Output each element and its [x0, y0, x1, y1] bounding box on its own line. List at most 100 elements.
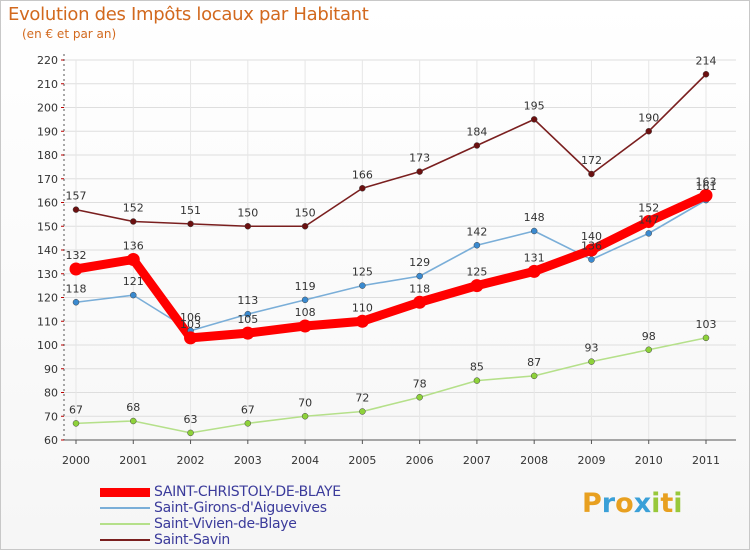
- point-saint-vivien-de-blaye: [244, 420, 252, 427]
- logo-letter: t: [660, 488, 674, 519]
- data-label-saint-girons-d-aiguevives: 142: [466, 225, 487, 238]
- proxiti-logo: Proxiti: [582, 488, 683, 519]
- point-saint-vivien-de-blaye: [645, 346, 652, 353]
- data-label-saint-christoly-de-blaye: 118: [409, 282, 430, 295]
- point-saint-savin: [416, 168, 423, 175]
- data-label-saint-vivien-de-blaye: 72: [355, 392, 369, 405]
- y-tick-label: 200: [37, 102, 58, 115]
- point-saint-vivien-de-blaye: [187, 429, 194, 437]
- legend-label: Saint-Savin: [154, 532, 230, 548]
- data-label-saint-girons-d-aiguevives: 161: [696, 180, 717, 193]
- x-tick-label: 2002: [177, 454, 205, 467]
- legend-label: SAINT-CHRISTOLY-DE-BLAYE: [154, 484, 341, 500]
- y-tick-label: 220: [37, 54, 58, 67]
- y-tick-label: 140: [37, 244, 58, 257]
- data-label-saint-vivien-de-blaye: 98: [642, 330, 656, 343]
- point-saint-girons-d-aiguevives: [72, 299, 80, 306]
- point-saint-girons-d-aiguevives: [645, 230, 652, 237]
- point-saint-savin: [359, 185, 366, 192]
- data-label-saint-savin: 173: [409, 152, 430, 165]
- data-label-saint-vivien-de-blaye: 68: [126, 401, 140, 414]
- data-label-saint-savin: 172: [581, 154, 602, 167]
- point-saint-savin: [72, 206, 80, 213]
- data-label-saint-girons-d-aiguevives: 125: [352, 266, 373, 279]
- x-tick-label: 2010: [635, 454, 663, 467]
- legend-swatch: [100, 507, 150, 509]
- data-label-saint-girons-d-aiguevives: 136: [581, 240, 602, 253]
- point-saint-christoly-de-blaye: [470, 279, 484, 293]
- data-label-saint-girons-d-aiguevives: 129: [409, 256, 430, 269]
- point-saint-savin: [702, 71, 710, 78]
- data-label-saint-vivien-de-blaye: 67: [241, 403, 255, 416]
- data-label-saint-girons-d-aiguevives: 119: [295, 280, 316, 293]
- point-saint-savin: [244, 223, 252, 230]
- point-saint-vivien-de-blaye: [588, 358, 595, 365]
- x-tick-label: 2001: [119, 454, 147, 467]
- point-saint-vivien-de-blaye: [473, 377, 481, 384]
- point-saint-girons-d-aiguevives: [416, 272, 423, 280]
- data-label-saint-vivien-de-blaye: 78: [413, 377, 427, 390]
- point-saint-vivien-de-blaye: [530, 372, 538, 380]
- point-saint-girons-d-aiguevives: [588, 256, 595, 263]
- data-label-saint-savin: 195: [524, 99, 545, 112]
- logo-letter: P: [582, 488, 602, 519]
- point-saint-savin: [187, 220, 194, 228]
- point-saint-vivien-de-blaye: [72, 420, 80, 427]
- data-label-saint-savin: 150: [295, 206, 316, 219]
- data-label-saint-girons-d-aiguevives: 113: [237, 294, 258, 307]
- point-saint-savin: [130, 218, 137, 225]
- logo-letter: i: [673, 488, 683, 519]
- logo-letter: x: [633, 488, 652, 519]
- y-tick-label: 170: [37, 173, 58, 186]
- point-saint-girons-d-aiguevives: [244, 310, 252, 318]
- data-label-saint-christoly-de-blaye: 105: [237, 313, 258, 326]
- point-saint-savin: [473, 142, 481, 149]
- data-label-saint-christoly-de-blaye: 163: [696, 175, 717, 188]
- data-label-saint-savin: 150: [237, 206, 258, 219]
- y-tick-label: 160: [37, 197, 58, 210]
- legend: SAINT-CHRISTOLY-DE-BLAYE Saint-Girons-d'A…: [100, 484, 341, 548]
- data-label-saint-girons-d-aiguevives: 121: [123, 275, 144, 288]
- x-tick-label: 2003: [234, 454, 262, 467]
- point-saint-vivien-de-blaye: [416, 394, 423, 401]
- logo-letter: i: [651, 488, 661, 519]
- data-label-saint-girons-d-aiguevives: 118: [66, 282, 87, 295]
- y-tick-label: 60: [44, 434, 58, 447]
- data-label-saint-girons-d-aiguevives: 147: [638, 213, 659, 226]
- data-label-saint-christoly-de-blaye: 152: [638, 202, 659, 215]
- point-saint-christoly-de-blaye: [527, 264, 541, 278]
- x-tick-label: 2000: [62, 454, 90, 467]
- data-label-saint-savin: 157: [66, 190, 87, 203]
- point-saint-christoly-de-blaye: [413, 295, 427, 309]
- data-label-saint-vivien-de-blaye: 67: [69, 403, 83, 416]
- data-label-saint-vivien-de-blaye: 93: [584, 342, 598, 355]
- y-tick-label: 150: [37, 220, 58, 233]
- point-saint-savin: [530, 116, 538, 123]
- y-tick-label: 210: [37, 78, 58, 91]
- point-saint-savin: [301, 223, 309, 230]
- x-tick-label: 2004: [291, 454, 319, 467]
- data-label-saint-vivien-de-blaye: 63: [184, 413, 198, 426]
- data-label-saint-christoly-de-blaye: 110: [352, 301, 373, 314]
- point-saint-vivien-de-blaye: [301, 413, 309, 420]
- data-label-saint-vivien-de-blaye: 70: [298, 396, 312, 409]
- point-saint-girons-d-aiguevives: [530, 227, 538, 235]
- data-label-saint-vivien-de-blaye: 87: [527, 356, 541, 369]
- data-label-saint-girons-d-aiguevives: 148: [524, 211, 545, 224]
- point-saint-christoly-de-blaye: [355, 314, 369, 328]
- data-label-saint-christoly-de-blaye: 136: [123, 240, 144, 253]
- y-tick-label: 70: [44, 410, 58, 423]
- series-line-saint-vivien-de-blaye: [75, 337, 707, 434]
- data-label-saint-christoly-de-blaye: 108: [295, 306, 316, 319]
- data-label-saint-savin: 151: [180, 204, 201, 217]
- legend-item-saint-girons-d-aiguevives: Saint-Girons-d'Aiguevives: [100, 500, 341, 516]
- point-saint-savin: [588, 170, 595, 178]
- data-label-saint-christoly-de-blaye: 125: [466, 266, 487, 279]
- data-label-saint-savin: 152: [123, 202, 144, 215]
- logo-letter: r: [601, 488, 616, 519]
- y-tick-label: 90: [44, 363, 58, 376]
- data-label-saint-christoly-de-blaye: 131: [524, 251, 545, 264]
- point-saint-vivien-de-blaye: [130, 417, 137, 425]
- series-line-saint-christoly-de-blaye: [71, 190, 711, 343]
- point-saint-christoly-de-blaye: [298, 319, 312, 333]
